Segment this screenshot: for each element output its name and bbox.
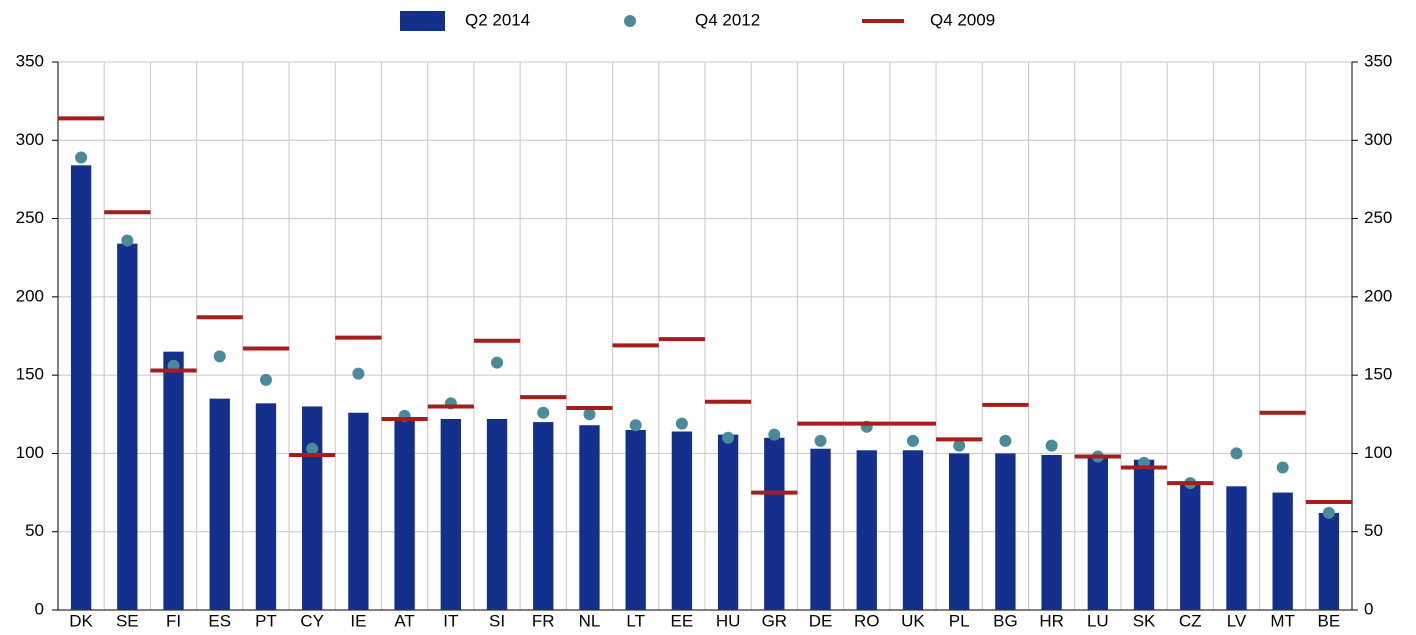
bar — [625, 429, 646, 610]
y2-tick-label: 300 — [1364, 130, 1392, 149]
y-tick-label: 150 — [16, 365, 44, 384]
bar — [209, 398, 230, 610]
y-tick-label: 100 — [16, 443, 44, 462]
y2-tick-label: 250 — [1364, 208, 1392, 227]
x-tick-label: PL — [949, 611, 970, 630]
x-tick-label: BE — [1318, 611, 1341, 630]
dot — [675, 417, 688, 430]
dot — [121, 234, 134, 247]
dot — [1230, 447, 1243, 460]
dot — [629, 419, 642, 432]
x-tick-label: IT — [443, 611, 458, 630]
x-tick-label: SI — [489, 611, 505, 630]
y-tick-label: 350 — [16, 51, 44, 70]
bar — [579, 425, 600, 610]
x-tick-label: CZ — [1179, 611, 1202, 630]
y2-tick-label: 350 — [1364, 51, 1392, 70]
x-tick-label: HR — [1039, 611, 1064, 630]
bar — [255, 403, 277, 610]
bar — [70, 165, 92, 610]
dot — [75, 151, 88, 164]
x-tick-label: SE — [116, 611, 139, 630]
dot — [722, 431, 735, 444]
x-tick-label: RO — [854, 611, 880, 630]
bar — [440, 418, 461, 610]
bar — [533, 422, 554, 610]
dot — [999, 434, 1012, 447]
x-tick-label: AT — [394, 611, 414, 630]
dot — [768, 428, 781, 441]
dot — [1322, 506, 1335, 519]
bar — [902, 450, 924, 610]
dot — [814, 434, 827, 447]
dot — [491, 356, 504, 369]
bar — [1087, 456, 1108, 610]
bar — [1133, 459, 1155, 610]
x-tick-label: LU — [1087, 611, 1109, 630]
bar — [717, 434, 739, 610]
bar — [810, 448, 831, 610]
bar — [856, 450, 877, 610]
dot — [537, 406, 550, 419]
dot — [1276, 461, 1289, 474]
x-tick-label: PT — [255, 611, 277, 630]
y2-tick-label: 150 — [1364, 365, 1392, 384]
dot — [352, 367, 365, 380]
bar — [486, 418, 508, 610]
x-tick-label: FR — [532, 611, 555, 630]
bar — [1041, 454, 1062, 610]
x-tick-label: ES — [208, 611, 231, 630]
bar — [764, 437, 785, 610]
x-tick-label: UK — [901, 611, 925, 630]
x-tick-label: MT — [1270, 611, 1295, 630]
bar — [1272, 492, 1293, 610]
y-tick-label: 200 — [16, 286, 44, 305]
x-tick-label: NL — [579, 611, 601, 630]
dot — [1045, 439, 1058, 452]
x-tick-label: CY — [300, 611, 324, 630]
y2-tick-label: 0 — [1364, 599, 1373, 618]
bar — [1180, 481, 1201, 610]
bar — [949, 453, 970, 610]
dot — [306, 442, 319, 455]
x-tick-label: LV — [1227, 611, 1247, 630]
dot — [953, 439, 966, 452]
bar — [995, 453, 1016, 610]
dot — [906, 434, 919, 447]
dot — [259, 373, 272, 386]
bar — [348, 412, 369, 610]
x-tick-label: LT — [626, 611, 645, 630]
y-tick-label: 250 — [16, 208, 44, 227]
legend-swatch — [400, 11, 445, 31]
y-tick-label: 50 — [25, 521, 44, 540]
y2-tick-label: 100 — [1364, 443, 1392, 462]
dot — [213, 350, 226, 363]
bar — [671, 431, 693, 610]
dot — [583, 408, 596, 421]
legend-label: Q4 2012 — [695, 10, 760, 29]
bar — [394, 418, 415, 610]
bar — [117, 243, 138, 610]
x-tick-label: FI — [166, 611, 181, 630]
y-tick-label: 300 — [16, 130, 44, 149]
bar — [163, 351, 184, 610]
x-tick-label: GR — [762, 611, 788, 630]
x-tick-label: SK — [1133, 611, 1156, 630]
x-tick-label: HU — [716, 611, 741, 630]
x-tick-label: DE — [809, 611, 833, 630]
x-tick-label: IE — [350, 611, 366, 630]
bar — [1226, 486, 1247, 610]
legend-label: Q2 2014 — [465, 10, 530, 29]
bar — [1318, 512, 1340, 610]
bar — [302, 406, 323, 610]
y2-tick-label: 200 — [1364, 286, 1392, 305]
legend-label: Q4 2009 — [930, 10, 995, 29]
x-tick-label: EE — [671, 611, 694, 630]
x-tick-label: DK — [69, 611, 93, 630]
y2-tick-label: 50 — [1364, 521, 1383, 540]
x-tick-label: BG — [993, 611, 1018, 630]
y-tick-label: 0 — [35, 599, 44, 618]
legend-swatch — [624, 15, 636, 27]
